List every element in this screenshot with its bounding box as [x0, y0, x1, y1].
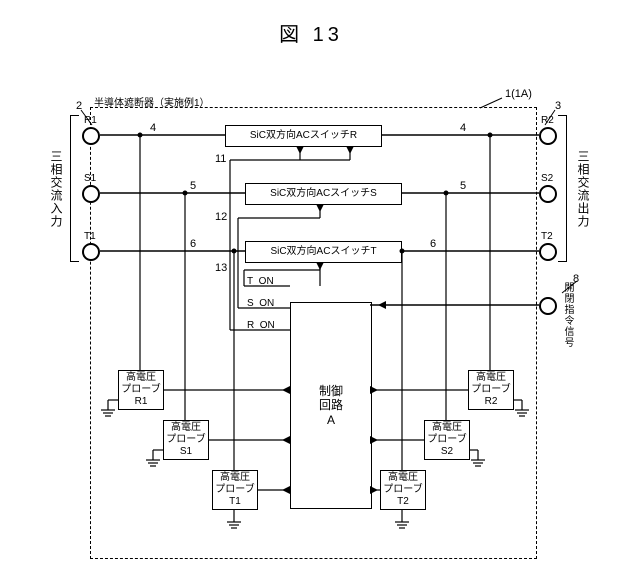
terminal-cmd — [539, 297, 557, 315]
num-4l: 4 — [150, 122, 156, 134]
left-io-bracket — [70, 115, 79, 262]
num-5l: 5 — [190, 180, 196, 192]
control-box: 制御 回路 A — [290, 302, 372, 509]
terminal-s2 — [539, 185, 557, 203]
cmd-label: 開閉指令信号 — [560, 282, 575, 348]
probe-t1: 高電圧 プローブ T1 — [212, 470, 258, 510]
num-13: 13 — [215, 262, 227, 274]
breaker-label: 半導体遮断器（実施例1） — [94, 94, 210, 109]
num-12: 12 — [215, 211, 227, 223]
switch-r: SiC双方向ACスイッチR — [225, 125, 382, 147]
terminal-t2 — [539, 243, 557, 261]
terminal-r2 — [539, 127, 557, 145]
terminal-r1 — [82, 127, 100, 145]
lbl-ron: R_ON — [247, 320, 275, 331]
num-4r: 4 — [460, 122, 466, 134]
terminal-r2-label: R2 — [541, 115, 554, 126]
num-6l: 6 — [190, 238, 196, 250]
probe-s2: 高電圧 プローブ S2 — [424, 420, 470, 460]
lbl-ton: T_ON — [247, 276, 274, 287]
ref-3: 3 — [555, 100, 561, 112]
probe-r2: 高電圧 プローブ R2 — [468, 370, 514, 410]
terminal-t2-label: T2 — [541, 231, 553, 242]
terminal-s2-label: S2 — [541, 173, 553, 184]
ref-2: 2 — [76, 100, 82, 112]
ref-1: 1(1A) — [505, 88, 532, 100]
num-6r: 6 — [430, 238, 436, 250]
num-11: 11 — [215, 153, 226, 165]
probe-s1: 高電圧 プローブ S1 — [163, 420, 209, 460]
num-5r: 5 — [460, 180, 466, 192]
right-io-bracket — [558, 115, 567, 262]
lbl-son: S_ON — [247, 298, 274, 309]
right-io-label: 三相交流出力 — [575, 150, 592, 228]
left-io-label: 三相交流入力 — [48, 150, 65, 228]
terminal-s1-label: S1 — [84, 173, 96, 184]
switch-t: SiC双方向ACスイッチT — [245, 241, 402, 263]
terminal-s1 — [82, 185, 100, 203]
switch-s: SiC双方向ACスイッチS — [245, 183, 402, 205]
probe-t2: 高電圧 プローブ T2 — [380, 470, 426, 510]
probe-r1: 高電圧 プローブ R1 — [118, 370, 164, 410]
terminal-r1-label: R1 — [84, 115, 97, 126]
terminal-t1-label: T1 — [84, 231, 96, 242]
figure-title: 図 13 — [0, 18, 622, 47]
terminal-t1 — [82, 243, 100, 261]
